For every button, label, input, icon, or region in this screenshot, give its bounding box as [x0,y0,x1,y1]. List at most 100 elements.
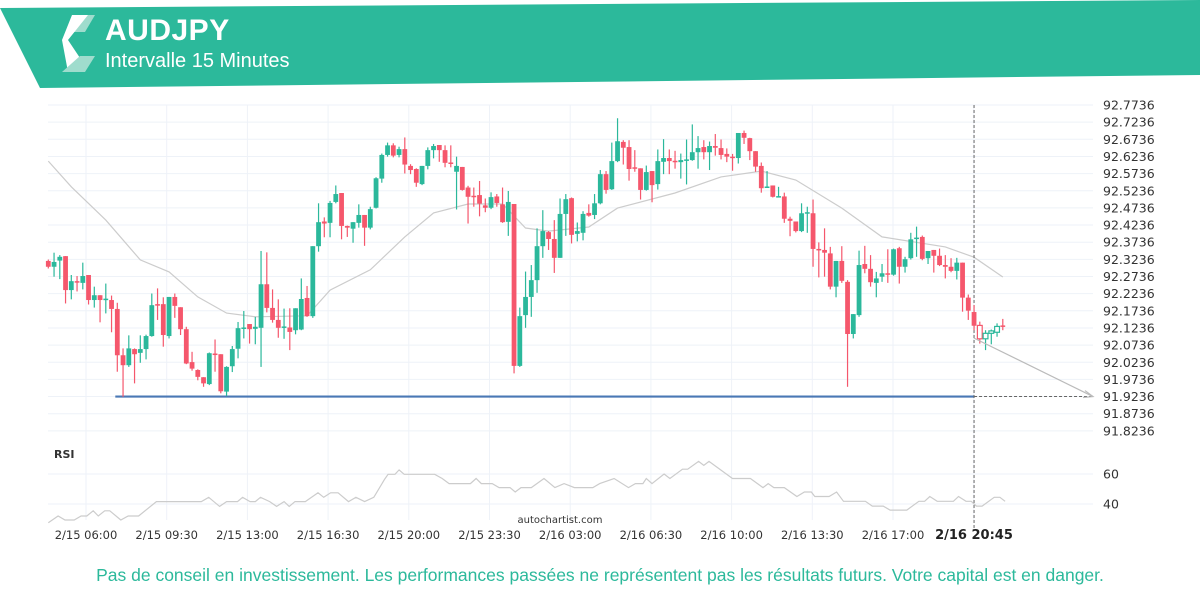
candle [109,295,114,333]
candle-body [586,212,592,216]
candle [396,146,402,158]
candle-body [373,178,379,208]
header-band [0,0,1200,88]
candle [603,171,609,194]
candle [902,256,908,273]
candle-body [845,281,850,334]
candle [965,294,971,320]
candle-body [390,145,396,156]
candle-body [707,146,712,153]
candle [804,206,810,233]
candle-body [569,198,574,235]
candle-body [333,194,339,202]
candle-body [557,213,563,258]
candle [379,153,385,183]
candle [586,204,592,217]
candle [649,171,655,203]
candle [661,139,666,175]
candle-body [459,166,465,190]
candle-body [362,214,367,228]
candle [942,255,948,279]
candle-body [63,256,68,291]
grid [48,104,1093,520]
candle-body [891,249,896,275]
candle [356,204,362,228]
candle-body [592,203,597,215]
candle [810,199,816,267]
candle [459,166,465,191]
candle-body [252,326,258,329]
candle-body [212,353,218,356]
candle-body [137,349,143,353]
time-tick-label: 2/15 09:30 [135,528,198,542]
candle [155,288,160,320]
candle [183,326,189,365]
price-tick-label: 92.1236 [1103,320,1155,335]
candle [241,311,247,339]
candle-body [793,221,799,232]
candle-body [120,355,126,366]
candle-body [735,132,741,159]
candle-body [764,186,770,188]
candle [833,260,839,298]
candle [327,200,333,238]
candle-body [712,146,718,148]
candle [528,265,534,317]
candle [425,147,431,170]
candle [413,168,419,187]
candle-body [436,144,442,151]
candle [626,140,632,181]
candle [523,271,528,328]
candle-body [804,212,810,214]
candle-body [856,265,862,316]
candle-body [379,154,385,179]
candle [189,351,195,371]
candle [132,348,137,384]
candle [310,246,316,318]
rsi-line [47,460,1006,524]
candle [948,258,954,273]
candle-body [960,262,965,298]
candle [402,137,408,174]
candle-body [465,187,471,197]
candle-body [546,232,551,239]
price-axis: 92.7736 92.7236 92.6736 92.6236 92.5736 92.52… [1103,98,1155,439]
candle-body [114,308,120,356]
candle [856,250,862,317]
candle [45,259,51,269]
candle-body [235,328,241,349]
candle-body [160,304,166,336]
candle [224,366,229,397]
candle-body [982,332,989,340]
candle [114,302,120,372]
candle [982,330,989,351]
candle-body [281,326,287,328]
candle-body [270,307,275,320]
candle-body [718,148,724,155]
candle-body [356,214,362,223]
candle [80,262,86,290]
candle [908,232,914,260]
time-tick-label: 2/16 20:45 [935,528,1013,543]
candle-body [528,280,534,297]
candle-body [620,141,626,148]
candle-body [80,276,86,283]
candle [505,190,511,236]
price-tick-label: 91.9736 [1103,372,1155,387]
candle-body [965,297,971,311]
candle-body [603,174,609,190]
candle-body [316,222,321,247]
candle-body [1000,325,1006,327]
price-tick-label: 92.1736 [1103,303,1155,318]
candle [701,140,707,160]
time-tick-label: 2/15 06:00 [55,528,118,542]
candle-body [293,308,298,331]
price-tick-label: 92.6736 [1103,132,1155,147]
watermark: autochartist.com [518,515,603,526]
candle [776,186,781,198]
candle-body [304,297,310,317]
candle-body [327,202,333,223]
candle-body [505,201,511,222]
candle [730,153,735,171]
candle [373,177,379,209]
